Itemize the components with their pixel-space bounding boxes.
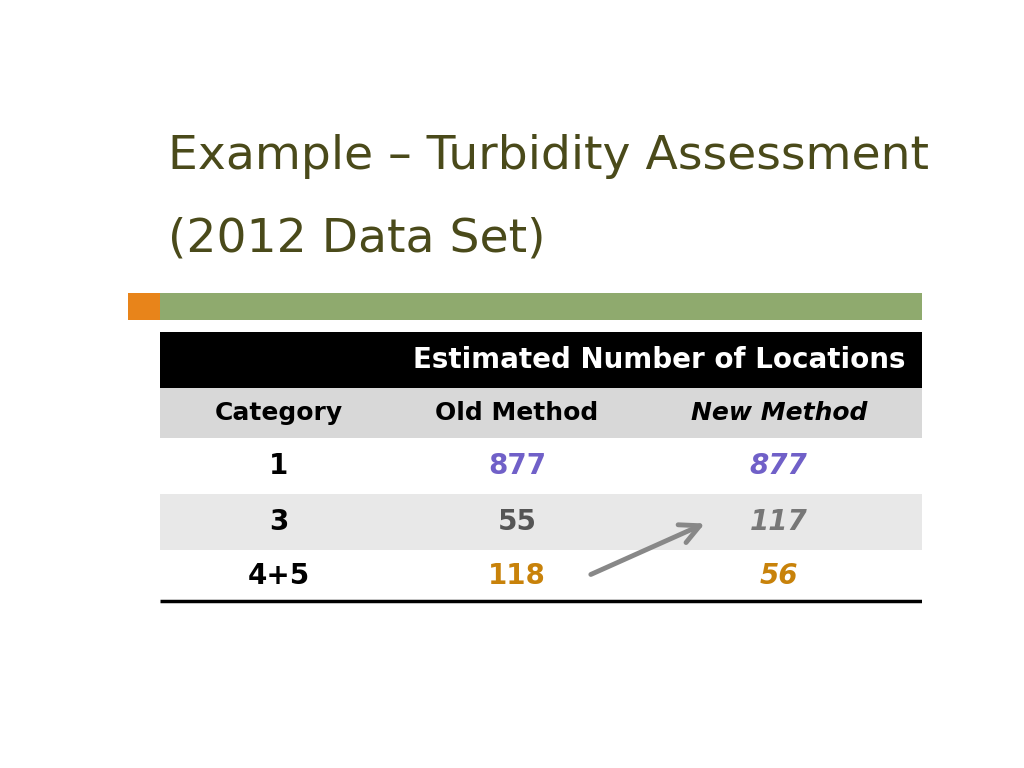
Bar: [128, 293, 160, 319]
Text: 117: 117: [750, 508, 808, 536]
Text: 55: 55: [498, 508, 537, 536]
Text: Estimated Number of Locations: Estimated Number of Locations: [414, 346, 906, 374]
Bar: [160, 551, 922, 601]
Text: 56: 56: [760, 561, 798, 590]
Bar: [160, 495, 922, 551]
Text: Example – Turbidity Assessment: Example – Turbidity Assessment: [168, 134, 929, 178]
Bar: [160, 388, 922, 438]
Text: 118: 118: [487, 561, 546, 590]
Bar: [160, 293, 922, 319]
Text: 877: 877: [750, 452, 808, 480]
Text: New Method: New Method: [690, 401, 867, 425]
Text: (2012 Data Set): (2012 Data Set): [168, 217, 545, 261]
Text: Old Method: Old Method: [435, 401, 598, 425]
Bar: [160, 438, 922, 495]
Text: 4+5: 4+5: [248, 561, 310, 590]
Text: 1: 1: [269, 452, 289, 480]
Text: 3: 3: [269, 508, 289, 536]
Bar: [160, 332, 922, 388]
Text: Category: Category: [215, 401, 343, 425]
Text: 877: 877: [487, 452, 546, 480]
